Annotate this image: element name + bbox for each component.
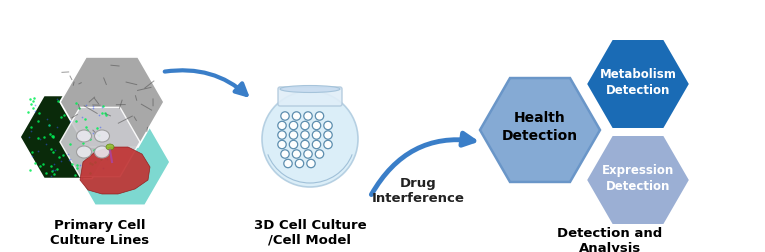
Text: 3D Cell Culture
/Cell Model: 3D Cell Culture /Cell Model bbox=[254, 218, 366, 246]
Circle shape bbox=[289, 122, 298, 130]
Circle shape bbox=[281, 150, 289, 159]
Text: Health
Detection: Health Detection bbox=[502, 110, 578, 143]
Polygon shape bbox=[60, 108, 140, 177]
Text: Expression
Detection: Expression Detection bbox=[602, 164, 674, 193]
Circle shape bbox=[295, 160, 304, 168]
Circle shape bbox=[312, 122, 321, 130]
Circle shape bbox=[278, 122, 286, 130]
Polygon shape bbox=[20, 96, 116, 179]
Circle shape bbox=[278, 131, 286, 140]
Circle shape bbox=[315, 112, 324, 121]
Circle shape bbox=[278, 141, 286, 149]
Ellipse shape bbox=[95, 146, 109, 158]
Circle shape bbox=[284, 160, 292, 168]
Circle shape bbox=[262, 92, 358, 187]
Circle shape bbox=[307, 160, 315, 168]
Text: Metabolism
Detection: Metabolism Detection bbox=[600, 68, 676, 97]
Circle shape bbox=[304, 112, 312, 121]
Circle shape bbox=[301, 131, 309, 140]
Circle shape bbox=[315, 150, 324, 159]
Circle shape bbox=[292, 150, 301, 159]
Ellipse shape bbox=[76, 146, 92, 158]
Polygon shape bbox=[586, 40, 690, 130]
Text: Drug
Interference: Drug Interference bbox=[372, 176, 464, 204]
Polygon shape bbox=[70, 119, 170, 205]
Circle shape bbox=[324, 141, 332, 149]
Circle shape bbox=[292, 112, 301, 121]
Circle shape bbox=[301, 141, 309, 149]
Ellipse shape bbox=[280, 86, 340, 93]
Ellipse shape bbox=[76, 131, 92, 142]
Polygon shape bbox=[480, 79, 600, 182]
Text: Primary Cell
Culture Lines: Primary Cell Culture Lines bbox=[50, 218, 150, 246]
Polygon shape bbox=[80, 147, 150, 194]
Polygon shape bbox=[60, 58, 164, 147]
Text: Detection and
Analysis: Detection and Analysis bbox=[558, 226, 662, 252]
Ellipse shape bbox=[106, 144, 114, 150]
Circle shape bbox=[281, 112, 289, 121]
Circle shape bbox=[289, 131, 298, 140]
Circle shape bbox=[324, 122, 332, 130]
Circle shape bbox=[289, 141, 298, 149]
Circle shape bbox=[304, 150, 312, 159]
Circle shape bbox=[301, 122, 309, 130]
Ellipse shape bbox=[95, 131, 109, 142]
Circle shape bbox=[324, 131, 332, 140]
Circle shape bbox=[312, 131, 321, 140]
FancyBboxPatch shape bbox=[278, 88, 342, 107]
Circle shape bbox=[312, 141, 321, 149]
Polygon shape bbox=[586, 135, 690, 225]
